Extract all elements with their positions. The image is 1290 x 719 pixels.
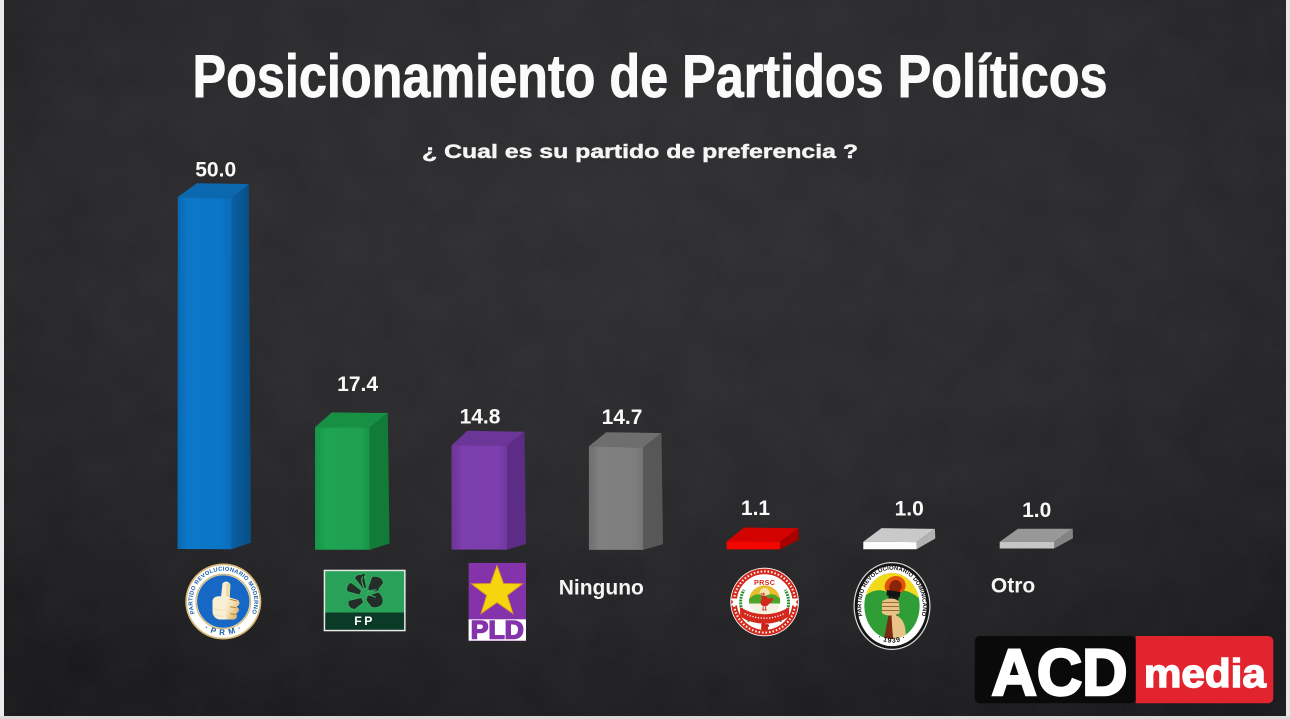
svg-text:Otro: Otro: [991, 575, 1035, 598]
svg-text:17.4: 17.4: [337, 373, 378, 396]
svg-text:¿ Cual es su partido de prefer: ¿ Cual es su partido de preferencia ?: [422, 141, 858, 163]
svg-text:1.1: 1.1: [741, 497, 771, 520]
svg-text:Posicionamiento de Partidos Po: Posicionamiento de Partidos Políticos: [193, 43, 1108, 110]
svg-text:ACD: ACD: [992, 635, 1128, 709]
svg-text:PRSC: PRSC: [754, 578, 775, 587]
svg-text:14.7: 14.7: [602, 406, 643, 429]
svg-text:media: media: [1144, 652, 1267, 696]
svg-text:50.0: 50.0: [195, 158, 236, 181]
svg-text:Ninguno: Ninguno: [559, 576, 644, 599]
svg-text:FP: FP: [354, 614, 375, 628]
svg-text:PLD: PLD: [471, 616, 524, 644]
svg-text:· 1939 ·: · 1939 ·: [876, 634, 907, 645]
svg-text:1.0: 1.0: [1022, 499, 1051, 522]
svg-text:14.8: 14.8: [460, 406, 501, 429]
svg-text:1.0: 1.0: [895, 498, 924, 521]
svg-text:· P R M ·: · P R M ·: [203, 623, 244, 637]
